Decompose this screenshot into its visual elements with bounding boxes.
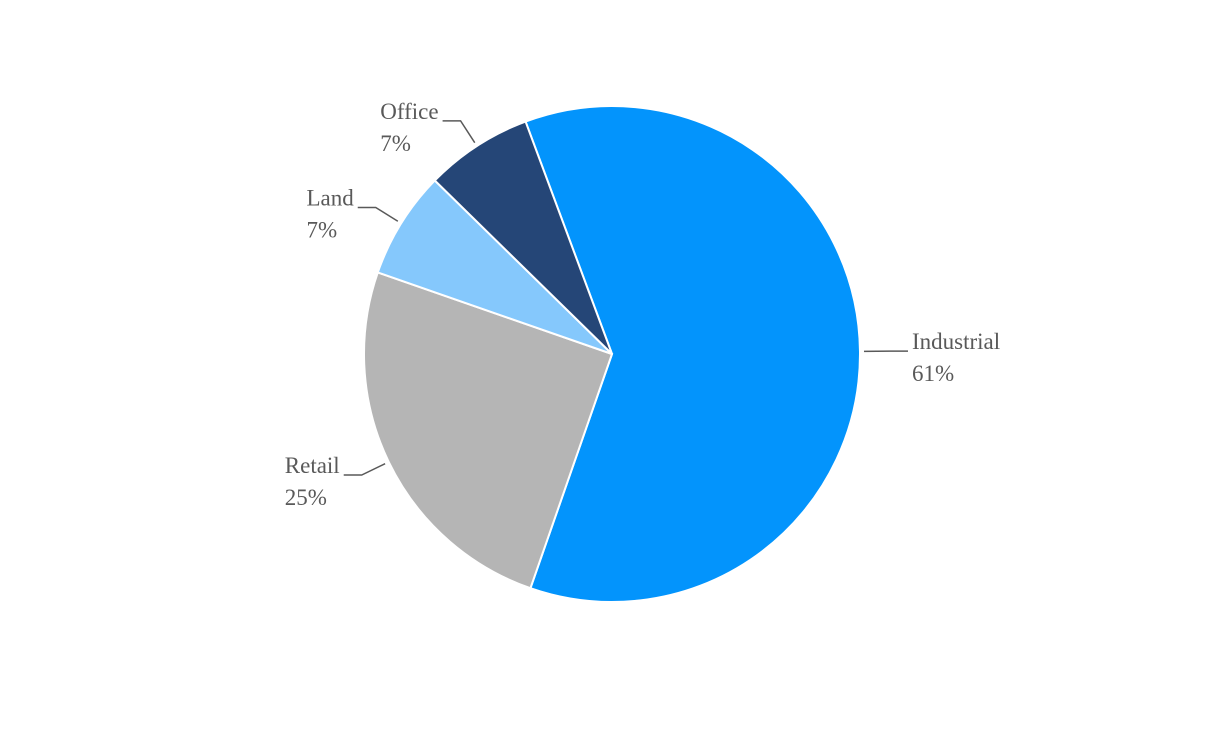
label-value: 7% bbox=[306, 218, 337, 243]
pie-slice bbox=[376, 179, 613, 355]
leader-line bbox=[442, 120, 476, 144]
label-name: Office bbox=[380, 99, 438, 124]
label-name: Land bbox=[306, 186, 354, 211]
leader-line bbox=[343, 463, 386, 476]
label-name: Retail bbox=[285, 453, 340, 478]
data-label: Office 7% bbox=[380, 99, 438, 156]
data-label: Industrial 61% bbox=[912, 329, 1000, 386]
data-label: Retail 25% bbox=[285, 453, 340, 510]
pie-slice bbox=[524, 105, 861, 603]
data-label: Land 7% bbox=[306, 186, 354, 243]
label-value: 25% bbox=[285, 485, 327, 510]
pie-slice bbox=[363, 271, 614, 590]
pie-slice bbox=[433, 120, 613, 355]
label-value: 61% bbox=[912, 361, 954, 386]
leader-line bbox=[357, 206, 399, 222]
label-name: Industrial bbox=[912, 329, 1000, 354]
label-value: 7% bbox=[380, 131, 411, 156]
